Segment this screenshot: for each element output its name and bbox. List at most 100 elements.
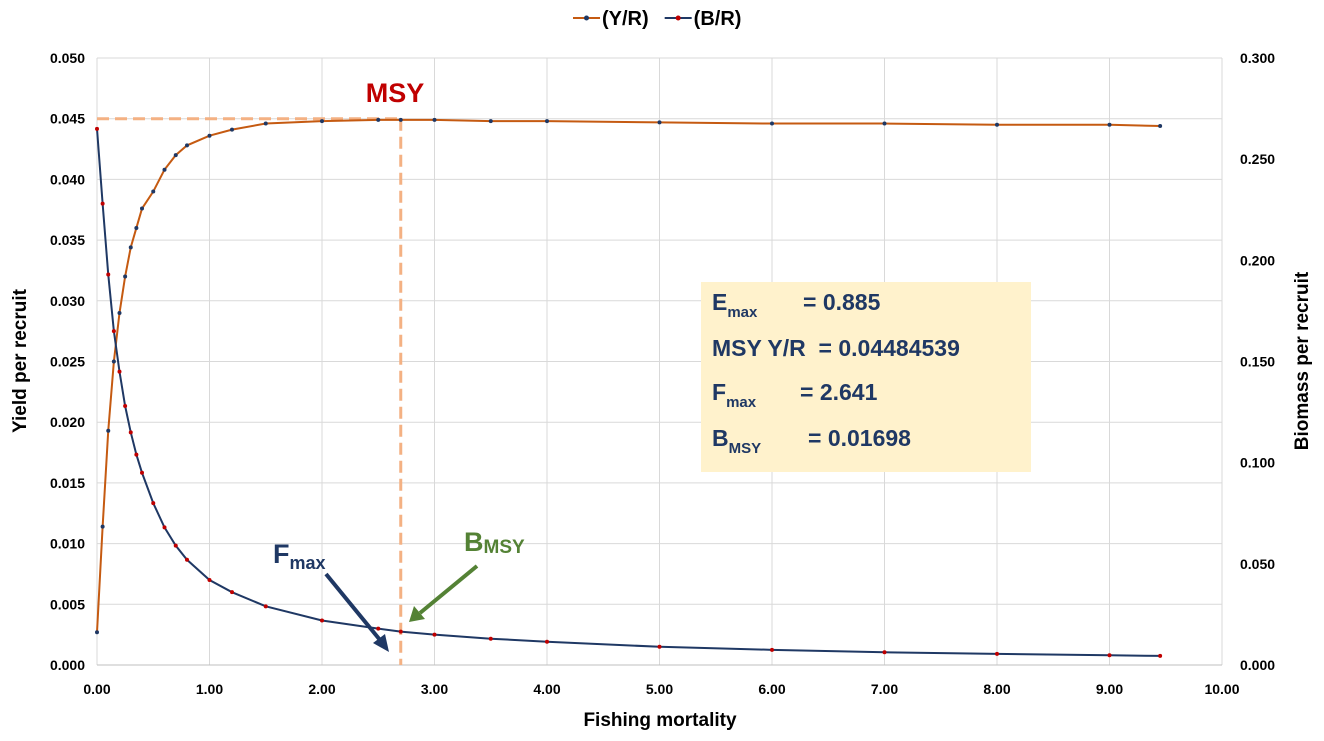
point	[376, 626, 381, 631]
msy-label: MSY	[366, 78, 425, 108]
point	[95, 126, 99, 131]
point	[100, 524, 105, 529]
point	[106, 428, 111, 433]
point	[320, 618, 324, 623]
y-tick-label: 0.000	[50, 657, 85, 673]
y2-axis-title: Biomass per recruit	[1292, 271, 1313, 450]
point	[230, 127, 234, 132]
info-symbol: E	[712, 289, 727, 315]
point	[100, 201, 105, 206]
y2-tick-label: 0.100	[1240, 455, 1275, 471]
point	[230, 590, 234, 595]
legend-label: (B/R)	[694, 8, 742, 30]
fmax-arrow	[324, 572, 382, 642]
fmax-sub: max	[290, 553, 326, 573]
point	[162, 525, 167, 530]
point	[117, 369, 122, 374]
fmax-symbol: F	[273, 539, 290, 569]
bmsy-symbol: B	[464, 527, 484, 557]
info-row: Emax = 0.885	[712, 289, 881, 321]
point	[657, 644, 662, 649]
point	[123, 404, 128, 409]
series-line	[96, 118, 1161, 633]
info-text: = 0.01698	[808, 425, 911, 451]
info-row: MSY Y/R = 0.04484539	[712, 335, 960, 361]
y-axis-title: Yield per recruit	[10, 288, 31, 433]
y-tick-label: 0.010	[50, 536, 85, 552]
point	[185, 557, 189, 562]
point	[398, 629, 403, 634]
point	[882, 650, 887, 655]
info-sub: max	[726, 394, 757, 411]
x-axis-title: Fishing mortality	[583, 710, 737, 731]
x-tick-label: 4.00	[533, 681, 560, 697]
point	[123, 274, 128, 279]
point	[657, 120, 662, 125]
y-tick-label: 0.045	[50, 111, 85, 127]
point	[1107, 122, 1112, 127]
legend-marker	[675, 15, 681, 21]
point	[106, 272, 111, 277]
point	[111, 329, 116, 334]
x-tick-label: 8.00	[983, 681, 1010, 697]
fmax-label: Fmax	[273, 539, 326, 573]
series-line	[96, 128, 1161, 657]
y2-tick-label: 0.000	[1240, 657, 1275, 673]
legend-label: (Y/R)	[602, 8, 649, 30]
point	[111, 359, 116, 364]
x-tick-label: 9.00	[1096, 681, 1123, 697]
point	[263, 121, 268, 126]
point	[770, 121, 774, 126]
point	[151, 189, 156, 194]
point	[376, 117, 381, 122]
y-tick-label: 0.015	[50, 475, 85, 491]
bmsy-arrow	[418, 564, 479, 615]
y2-tick-label: 0.050	[1240, 556, 1275, 572]
y2-tick-label: 0.200	[1240, 252, 1275, 268]
point	[995, 122, 999, 127]
point	[320, 119, 324, 124]
point	[95, 630, 99, 635]
info-sub: max	[727, 304, 758, 321]
point	[207, 578, 212, 583]
fmax-arrowhead	[373, 634, 389, 652]
point	[140, 206, 144, 211]
info-text: = 2.641	[800, 379, 878, 405]
y-tick-label: 0.040	[50, 171, 85, 187]
info-text: = 0.885	[803, 289, 881, 315]
y2-tick-label: 0.300	[1240, 50, 1275, 66]
point	[1107, 653, 1112, 658]
point	[134, 225, 139, 230]
bmsy-label: BMSY	[464, 527, 525, 558]
x-tick-label: 6.00	[758, 681, 785, 697]
x-tick-label: 10.00	[1204, 681, 1239, 697]
info-symbol: B	[712, 425, 729, 451]
bmsy-sub: MSY	[484, 537, 526, 558]
y2-tick-label: 0.150	[1240, 354, 1275, 370]
point	[488, 119, 493, 124]
point	[432, 632, 437, 637]
point	[432, 117, 437, 122]
point	[185, 143, 189, 148]
y-tick-label: 0.050	[50, 50, 85, 66]
x-tick-label: 0.00	[83, 681, 110, 697]
point	[398, 117, 403, 122]
point	[140, 470, 144, 475]
point	[1158, 123, 1163, 128]
x-tick-label: 7.00	[871, 681, 898, 697]
point	[173, 543, 178, 548]
point	[995, 651, 999, 656]
point	[173, 153, 178, 158]
point	[545, 639, 549, 644]
point	[117, 310, 122, 315]
y-tick-label: 0.005	[50, 596, 85, 612]
point	[545, 119, 549, 124]
point	[770, 647, 774, 652]
x-tick-label: 1.00	[196, 681, 223, 697]
point	[128, 430, 133, 435]
point	[151, 501, 156, 506]
bmsy-arrowhead	[409, 606, 425, 622]
info-symbol: F	[712, 379, 726, 405]
x-tick-label: 5.00	[646, 681, 673, 697]
